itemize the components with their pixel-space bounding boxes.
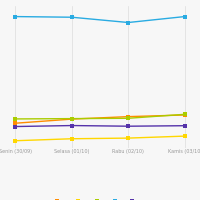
ARTO (127, 137, 129, 139)
Line: ARTO: ARTO (14, 134, 186, 142)
INTP (71, 16, 73, 18)
POLL (127, 117, 129, 119)
LPPF (184, 125, 186, 127)
SMMA (14, 122, 16, 124)
INTP (127, 21, 129, 24)
ARTO (71, 138, 73, 140)
INTP (184, 15, 186, 18)
ARTO (184, 135, 186, 137)
Legend: SMMA, ARTO, POLL, INTP, LPPF: SMMA, ARTO, POLL, INTP, LPPF (52, 198, 148, 200)
Line: POLL: POLL (14, 113, 186, 121)
SMMA (127, 115, 129, 118)
LPPF (71, 124, 73, 127)
POLL (184, 113, 186, 116)
LPPF (127, 125, 129, 127)
INTP (14, 15, 16, 18)
SMMA (184, 114, 186, 116)
SMMA (71, 118, 73, 120)
Line: SMMA: SMMA (14, 113, 186, 125)
Line: LPPF: LPPF (14, 124, 186, 128)
Line: INTP: INTP (14, 15, 186, 24)
POLL (71, 117, 73, 120)
POLL (14, 118, 16, 120)
ARTO (14, 140, 16, 142)
LPPF (14, 125, 16, 128)
